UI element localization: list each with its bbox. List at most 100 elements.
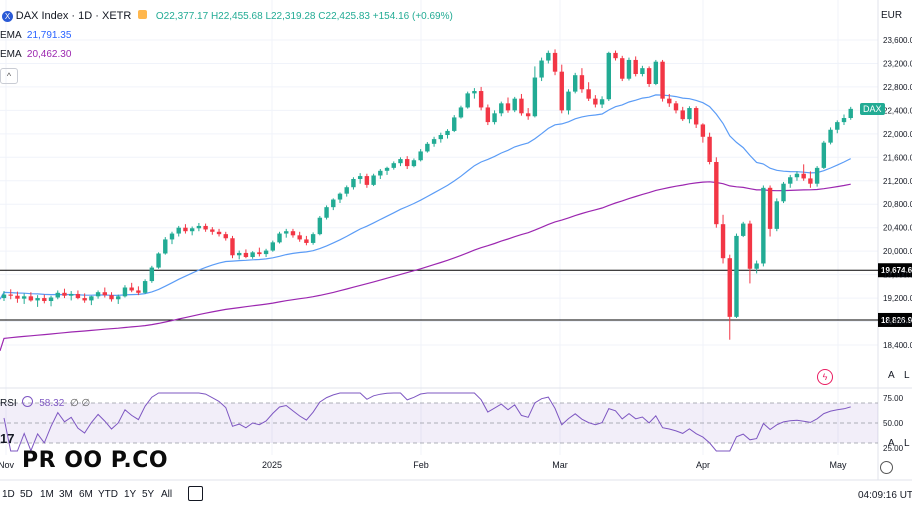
candle-body [257, 252, 262, 255]
candle-body [714, 162, 719, 225]
date-range-icon[interactable] [188, 486, 203, 501]
rsi-legend[interactable]: RSI 58.32 ∅ ∅ [0, 396, 90, 409]
time-tick-label: 2025 [262, 460, 282, 470]
candle-body [8, 294, 13, 296]
candle-body [707, 136, 712, 162]
candle-body [566, 91, 571, 111]
ema-slow-legend[interactable]: EMA 20,462.30 [0, 49, 71, 60]
candle-body [230, 238, 235, 256]
price-tick-label: 22,000.00 [883, 130, 912, 139]
candle-body [579, 75, 585, 90]
price-tick-label: 20,400.00 [883, 224, 912, 233]
candle-body [633, 59, 638, 75]
candle-body [835, 122, 840, 130]
clock: 04:09:16 UTC [858, 490, 912, 501]
candle-body [42, 298, 47, 302]
price-axis[interactable]: 23,600.00 23,200.00 22,800.00 22,400.00 22,0… [883, 36, 912, 350]
candle-body [653, 61, 659, 84]
candle-body [75, 293, 81, 299]
rsi-log-button[interactable]: L [904, 438, 910, 449]
price-tick-label: 20,800.00 [883, 200, 912, 209]
rsi-settings-icon [22, 396, 34, 407]
timeframe-button-all[interactable]: All [161, 489, 173, 500]
settings-gear-icon[interactable] [880, 461, 893, 474]
rsi-tick-label: 50.00 [883, 419, 904, 428]
candle-body [1, 294, 7, 299]
candle-body [700, 124, 706, 137]
candle-body [761, 187, 766, 264]
candle-body [69, 293, 74, 296]
watermark-logo: PR OO P.CO [22, 448, 169, 473]
timeframe-button-5y[interactable]: 5Y [142, 489, 155, 500]
candle-body [337, 193, 343, 200]
time-axis[interactable]: Nov 2025 Feb Mar Apr May [0, 460, 847, 470]
timeframe-button-5d[interactable]: 5D [20, 489, 33, 500]
candle-body [620, 58, 625, 79]
candle-body [297, 235, 302, 240]
candle-body [552, 52, 558, 72]
candle-body [364, 176, 370, 185]
candle-body [680, 110, 685, 120]
candle-body [391, 163, 396, 168]
horizontal-lines[interactable]: 19,674.6 18,826.9 [0, 263, 912, 327]
ema-slow-line [0, 181, 851, 352]
timeframe-button-1m[interactable]: 1M [40, 489, 54, 500]
last-price-tag[interactable]: DAX [860, 103, 885, 115]
symbol-title: DAX Index · 1D · XETR [15, 10, 132, 22]
candle-body [687, 108, 692, 120]
candle-body [693, 108, 699, 125]
candle-body [828, 129, 833, 143]
symbol-legend[interactable]: X DAX Index · 1D · XETR O22,377.17 H22,4… [2, 10, 453, 22]
candle-body [559, 71, 564, 111]
currency-label: EUR [881, 10, 903, 21]
candle-body [532, 77, 538, 117]
candle-body [546, 52, 551, 61]
rsi-auto-button[interactable]: A [888, 438, 895, 449]
open-value: O22,377.17 [155, 11, 209, 22]
ema-fast-label: EMA [0, 30, 22, 41]
candle-body [243, 252, 249, 258]
timeframe-button-ytd[interactable]: YTD [98, 489, 118, 500]
auto-scale-button[interactable]: A [888, 370, 895, 381]
candle-body [586, 89, 591, 99]
candle-body [458, 107, 464, 118]
log-scale-button[interactable]: L [904, 370, 910, 381]
candle-body [28, 296, 34, 301]
candle-body [472, 91, 477, 94]
candle-body [398, 159, 403, 164]
rsi-value: 58.32 [39, 398, 65, 409]
candle-body [149, 267, 155, 282]
change-value: +154.16 (+0.69%) [372, 11, 453, 22]
candle-body [465, 93, 470, 108]
candle-body [747, 223, 753, 269]
candle-body [183, 227, 188, 232]
candle-body [290, 231, 296, 236]
candle-body [169, 233, 175, 240]
candle-body [512, 98, 517, 111]
candle-body [801, 173, 806, 179]
candle-body [431, 139, 437, 144]
ema-fast-legend[interactable]: EMA 21,791.35 [0, 30, 71, 41]
price-tick-label: 19,600.00 [883, 271, 912, 280]
candle-body [525, 113, 531, 117]
collapse-legend-button[interactable]: ^ [0, 68, 18, 84]
rsi-series [3, 392, 851, 453]
timeframe-button-6m[interactable]: 6M [79, 489, 93, 500]
candle-body [203, 225, 208, 230]
lightning-icon[interactable]: ϟ [817, 369, 833, 385]
timeframe-button-3m[interactable]: 3M [59, 489, 73, 500]
candle-body [122, 287, 128, 297]
candle-body [189, 228, 195, 232]
candle-body [734, 235, 739, 317]
rsi-tick-label: 25.00 [883, 444, 904, 453]
price-tick-label: 21,200.00 [883, 177, 912, 186]
candle-body [492, 113, 497, 123]
candle-body [142, 281, 148, 293]
candle-body [223, 234, 228, 239]
timeframe-button-1d[interactable]: 1D [2, 489, 15, 500]
candle-body [55, 292, 60, 298]
candle-body [344, 187, 349, 194]
timeframe-button-1y[interactable]: 1Y [124, 489, 137, 500]
candle-body [331, 199, 336, 208]
